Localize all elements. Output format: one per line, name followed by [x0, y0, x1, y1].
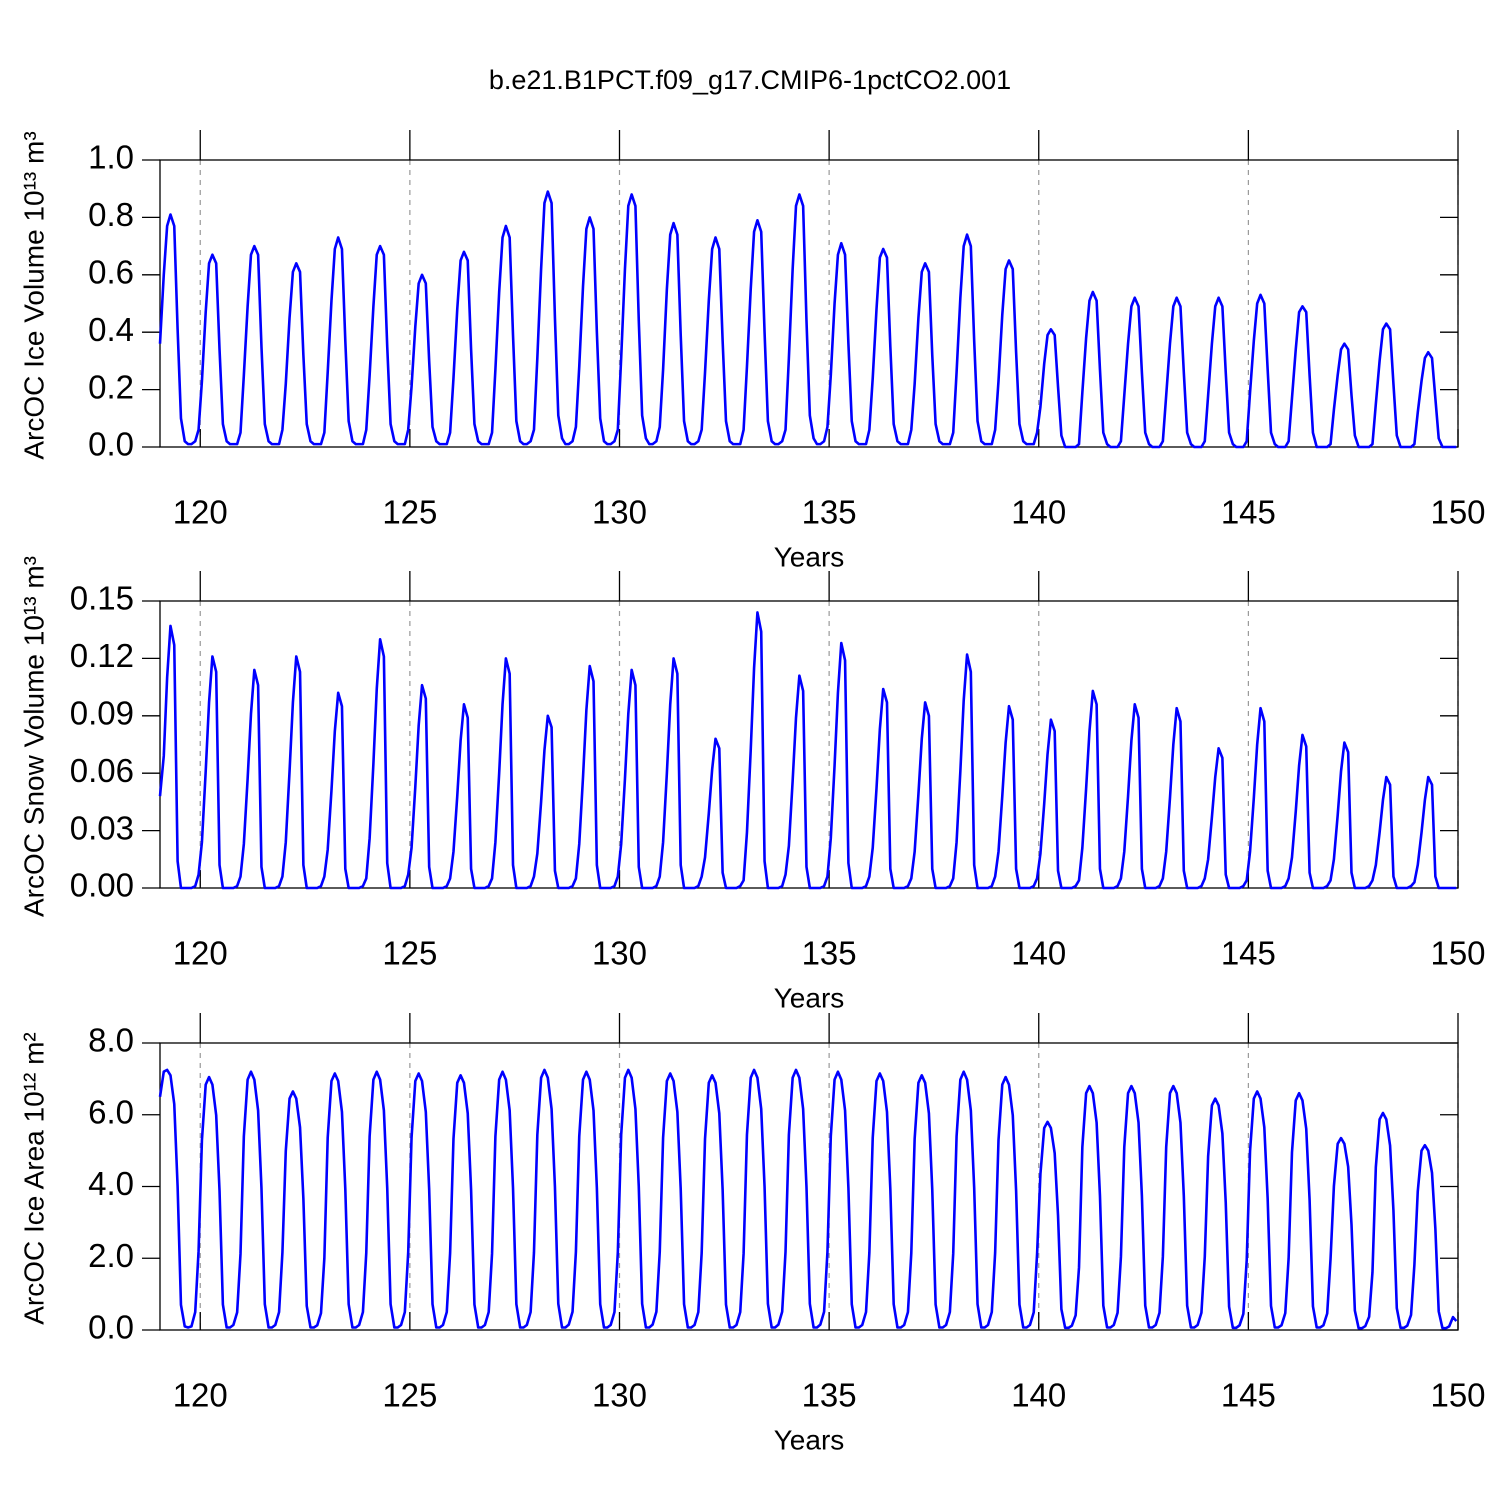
- plot-frame: [159, 1042, 1459, 1331]
- x-tick-label: 120: [173, 1377, 228, 1414]
- x-tick-label: 150: [1430, 1377, 1485, 1414]
- x-tick-label: 135: [802, 494, 857, 531]
- y-axis-label: ArcOC Snow Volume 10¹³ m³: [18, 556, 49, 917]
- chart-panel: 120 125 130 135 140 145 150 0.0 2.0 4.0 6.0 8.0 Year…: [18, 1013, 1486, 1455]
- y-tick-label: 0.6: [88, 254, 134, 291]
- x-tick-label: 145: [1221, 1377, 1276, 1414]
- y-tick-label: 0.0: [88, 1309, 134, 1346]
- x-tick-label: 125: [382, 1377, 437, 1414]
- x-tick-label: 130: [592, 935, 647, 972]
- x-tick-label: 140: [1011, 494, 1066, 531]
- y-tick-label: 0.06: [70, 752, 134, 789]
- y-tick-label: 4.0: [88, 1165, 134, 1202]
- data-line: [158, 611, 1457, 890]
- x-tick-label: 130: [592, 1377, 647, 1414]
- figure-title: b.e21.B1PCT.f09_g17.CMIP6-1pctCO2.001: [489, 65, 1011, 95]
- y-axis-label: ArcOC Ice Area 10¹² m²: [18, 1032, 49, 1325]
- data-line: [158, 1068, 1458, 1330]
- y-tick-label: 0.12: [70, 637, 134, 674]
- y-tick-label: 6.0: [88, 1093, 134, 1130]
- x-tick-label: 120: [173, 935, 228, 972]
- y-tick-label: 0.09: [70, 695, 134, 732]
- x-tick-label: 120: [173, 494, 228, 531]
- x-axis-label: Years: [774, 541, 845, 572]
- x-axis-label: Years: [774, 1424, 845, 1455]
- y-tick-label: 0.2: [88, 368, 134, 405]
- chart-panel: 120 125 130 135 140 145 150 0.00 0.03 0.06 0.09 0.1…: [18, 556, 1485, 1013]
- y-axis-label: ArcOC Ice Volume 10¹³ m³: [18, 131, 49, 459]
- plot-frame: [159, 159, 1459, 448]
- y-tick-label: 0.15: [70, 580, 134, 617]
- x-tick-label: 140: [1011, 1377, 1066, 1414]
- x-tick-label: 125: [382, 935, 437, 972]
- y-tick-label: 8.0: [88, 1022, 134, 1059]
- y-tick-label: 0.0: [88, 426, 134, 463]
- chart-panel: 120 125 130 135 140 145 150 0.0 0.2 0.4 0.6 0.8 1.0 Y…: [18, 130, 1486, 572]
- x-tick-label: 130: [592, 494, 647, 531]
- x-tick-label: 140: [1011, 935, 1066, 972]
- y-tick-label: 2.0: [88, 1237, 134, 1274]
- y-tick-label: 1.0: [88, 139, 134, 176]
- x-axis-label: Years: [774, 982, 845, 1013]
- y-tick-label: 0.4: [88, 311, 134, 348]
- y-tick-label: 0.03: [70, 809, 134, 846]
- x-tick-label: 135: [802, 935, 857, 972]
- x-tick-label: 150: [1430, 935, 1485, 972]
- y-tick-label: 0.8: [88, 196, 134, 233]
- x-tick-label: 145: [1221, 935, 1276, 972]
- y-tick-label: 0.00: [70, 867, 134, 904]
- x-tick-label: 150: [1430, 494, 1485, 531]
- x-tick-label: 125: [382, 494, 437, 531]
- x-tick-label: 135: [802, 1377, 857, 1414]
- data-line: [158, 190, 1457, 449]
- x-tick-label: 145: [1221, 494, 1276, 531]
